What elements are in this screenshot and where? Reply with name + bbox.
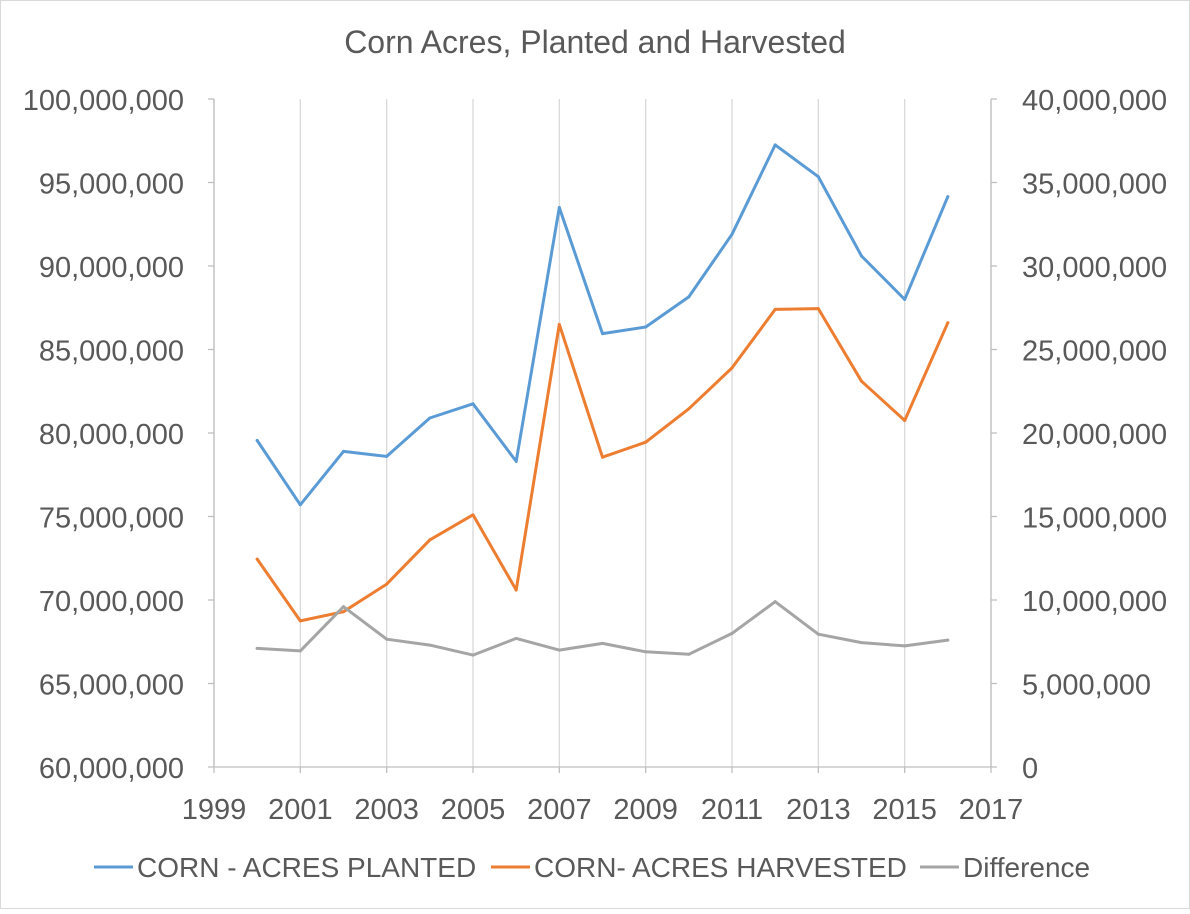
data-point	[471, 513, 475, 517]
legend-item-0: CORN - ACRES PLANTED	[94, 852, 476, 883]
data-point	[644, 440, 648, 444]
x-tick-label: 2001	[268, 794, 333, 826]
x-tick-label: 2003	[354, 794, 419, 826]
data-point	[385, 582, 389, 586]
data-point	[730, 366, 734, 370]
series-lines	[255, 143, 950, 657]
data-point	[644, 650, 648, 654]
x-tick-label: 2015	[872, 794, 937, 826]
legend-label: CORN - ACRES PLANTED	[137, 852, 476, 883]
y-right-tick-label: 35,000,000	[1022, 169, 1167, 201]
y-right-tick-label: 10,000,000	[1022, 586, 1167, 618]
data-point	[298, 649, 302, 653]
data-point	[687, 295, 691, 299]
y-left-tick-label: 85,000,000	[39, 336, 184, 368]
data-point	[557, 322, 561, 326]
y-right-tick-label: 25,000,000	[1022, 336, 1167, 368]
data-point	[385, 454, 389, 458]
data-point	[644, 325, 648, 329]
data-point	[860, 254, 863, 258]
x-tick-label: 2013	[786, 794, 851, 826]
y-left-tick-label: 60,000,000	[39, 753, 184, 785]
x-tick-label: 2017	[959, 794, 1024, 826]
data-point	[255, 646, 259, 650]
y-left-tick-label: 75,000,000	[39, 503, 184, 535]
data-point	[946, 321, 950, 325]
y-left-tick-label: 95,000,000	[39, 169, 184, 201]
x-tick-label: 2007	[527, 794, 592, 826]
data-point	[773, 143, 777, 147]
data-point	[557, 206, 561, 210]
data-point	[816, 632, 820, 636]
data-point	[428, 538, 432, 542]
data-point	[514, 459, 518, 463]
legend: CORN - ACRES PLANTED CORN- ACRES HARVESTE…	[94, 852, 1090, 883]
data-point	[298, 503, 302, 507]
legend-label: Difference	[963, 852, 1090, 883]
chart-title: Corn Acres, Planted and Harvested	[344, 24, 846, 60]
data-point	[514, 636, 518, 640]
y-left-tick-label: 70,000,000	[39, 586, 184, 618]
y-left-tick-label: 90,000,000	[39, 252, 184, 284]
legend-item-1: CORN- ACRES HARVESTED	[491, 852, 907, 883]
data-point	[687, 407, 691, 411]
data-point	[816, 175, 820, 179]
data-point	[946, 195, 950, 199]
data-point	[816, 307, 820, 311]
y-left-tick-label: 100,000,000	[23, 85, 184, 117]
y-right-tick-label: 40,000,000	[1022, 85, 1167, 117]
x-tick-label: 2005	[441, 794, 506, 826]
data-point	[601, 455, 604, 459]
data-point	[903, 297, 907, 301]
data-point	[601, 641, 604, 645]
data-point	[903, 644, 907, 648]
y-right-tick-label: 20,000,000	[1022, 419, 1167, 451]
y-left-tick-label: 65,000,000	[39, 670, 184, 702]
data-point	[773, 600, 777, 604]
data-point	[514, 588, 518, 592]
data-point	[298, 619, 302, 623]
tick-labels: 60,000,000 65,000,000 70,000,000 75,000,000…	[23, 85, 1167, 826]
data-point	[730, 232, 734, 236]
data-point	[342, 449, 345, 453]
legend-label: CORN- ACRES HARVESTED	[534, 852, 907, 883]
data-point	[557, 648, 561, 652]
data-point	[730, 631, 734, 635]
y-right-tick-label: 0	[1022, 753, 1038, 785]
y-right-tick-label: 5,000,000	[1022, 670, 1151, 702]
data-point	[860, 379, 863, 383]
data-point	[428, 416, 432, 420]
data-point	[773, 307, 777, 311]
legend-item-2: Difference	[920, 852, 1090, 883]
data-point	[471, 653, 475, 657]
data-point	[471, 402, 475, 406]
y-right-tick-label: 30,000,000	[1022, 252, 1167, 284]
data-point	[903, 418, 907, 422]
y-right-tick-label: 15,000,000	[1022, 503, 1167, 535]
x-tick-label: 2011	[701, 794, 763, 826]
data-point	[860, 641, 863, 645]
data-point	[946, 638, 950, 642]
x-tick-label: 1999	[182, 794, 247, 826]
y-left-tick-label: 80,000,000	[39, 419, 184, 451]
data-point	[385, 637, 389, 641]
data-point	[342, 605, 345, 609]
x-tick-label: 2009	[613, 794, 678, 826]
data-point	[687, 652, 691, 656]
data-point	[342, 610, 345, 614]
axes	[208, 98, 997, 773]
data-point	[255, 557, 259, 561]
data-point	[255, 439, 259, 443]
data-point	[428, 643, 432, 647]
data-point	[601, 332, 604, 336]
